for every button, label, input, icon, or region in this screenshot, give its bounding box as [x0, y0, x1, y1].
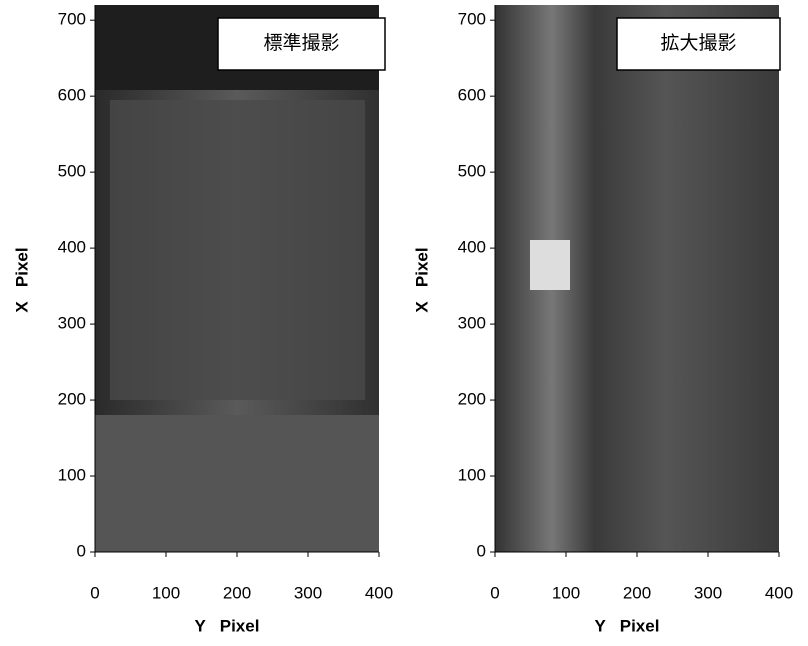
x-tick-label: 200	[623, 583, 651, 602]
x-tick-label: 0	[490, 583, 499, 602]
chart-title: 拡大撮影	[660, 32, 736, 54]
x-tick-label: 400	[365, 583, 393, 602]
y-tick-label: 200	[58, 390, 86, 409]
x-tick-label: 0	[90, 583, 99, 602]
x-axis-label: Y Pixel	[595, 616, 660, 635]
x-tick-label: 300	[694, 583, 722, 602]
y-tick-label: 200	[458, 390, 486, 409]
y-tick-label: 600	[58, 86, 86, 105]
y-tick-label: 500	[458, 162, 486, 181]
y-tick-label: 300	[58, 314, 86, 333]
y-tick-label: 500	[58, 162, 86, 181]
figure: 0 100 200 300 400 500 600 700 0 100 200 300 400 Y Pix…	[0, 0, 808, 641]
y-tick-label: 300	[458, 314, 486, 333]
y-tick-label: 0	[477, 541, 486, 560]
y-tick-label: 0	[77, 541, 86, 560]
y-tick-label: 400	[58, 238, 86, 257]
image-region	[110, 100, 365, 400]
x-tick-label: 200	[223, 583, 251, 602]
x-tick-label: 100	[552, 583, 580, 602]
y-tick-label: 700	[58, 10, 86, 29]
y-axis-label: X Pixel	[12, 247, 31, 312]
chart-title: 標準撮影	[263, 32, 339, 54]
y-axis-label: X Pixel	[412, 247, 431, 312]
y-tick-label: 600	[458, 86, 486, 105]
y-tick-label: 400	[458, 238, 486, 257]
image-region	[95, 415, 379, 552]
x-tick-label: 300	[294, 583, 322, 602]
x-tick-label: 100	[152, 583, 180, 602]
y-tick-label: 100	[458, 466, 486, 485]
y-tick-label: 700	[458, 10, 486, 29]
x-axis-label: Y Pixel	[195, 616, 260, 635]
x-tick-label: 400	[765, 583, 793, 602]
image-region	[530, 240, 570, 290]
y-tick-label: 100	[58, 466, 86, 485]
